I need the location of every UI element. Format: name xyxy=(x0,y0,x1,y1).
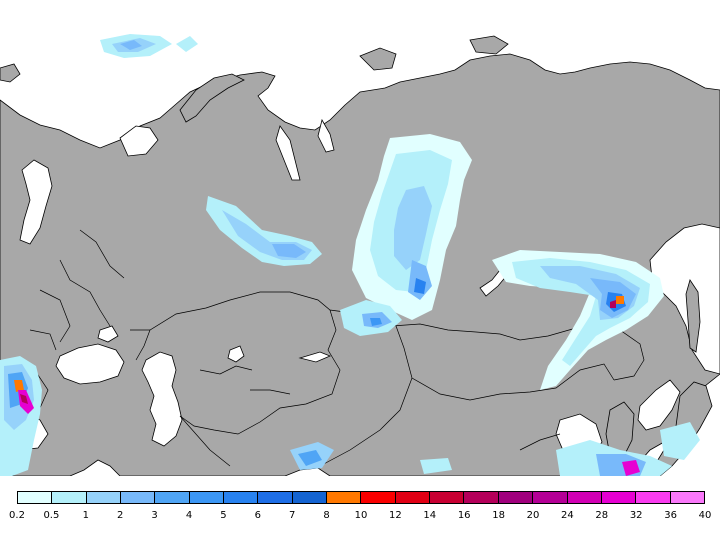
legend-label: 0.5 xyxy=(43,510,60,521)
legend-label: 36 xyxy=(664,510,677,521)
legend-swatch xyxy=(430,492,465,503)
legend-swatch xyxy=(258,492,293,503)
legend-label: 40 xyxy=(698,510,712,521)
legend-label: 6 xyxy=(254,510,261,521)
legend-swatch xyxy=(361,492,396,503)
sea-of-japan xyxy=(637,379,681,431)
novaya-zemlya xyxy=(179,73,245,123)
precipitation-map xyxy=(0,30,720,476)
legend-label: 4 xyxy=(185,510,193,521)
legend-swatch xyxy=(224,492,259,503)
legend-swatch xyxy=(601,492,637,503)
legend-label: 2 xyxy=(117,510,124,521)
legend-swatch xyxy=(498,492,534,503)
legend-label: 14 xyxy=(423,510,437,521)
lake-balkhash xyxy=(298,351,332,363)
legend-swatch xyxy=(327,492,362,503)
legend-label: 18 xyxy=(492,510,505,521)
legend-label: 3 xyxy=(151,510,158,521)
svalbard xyxy=(0,63,21,83)
legend-label: 1 xyxy=(82,510,89,521)
legend-swatch xyxy=(464,492,499,503)
korea-peninsula xyxy=(605,401,635,461)
precipitation-areas xyxy=(0,34,700,476)
legend-swatch xyxy=(670,492,704,503)
legend-label: 20 xyxy=(526,510,540,521)
legend-label: 8 xyxy=(323,510,330,521)
legend-label: 0.2 xyxy=(9,510,25,521)
legend-swatch xyxy=(155,492,190,503)
legend-swatch xyxy=(52,492,87,503)
aral-sea xyxy=(227,345,245,363)
legend-swatch xyxy=(189,492,225,503)
legend-label: 10 xyxy=(354,510,368,521)
legend-swatch xyxy=(395,492,431,503)
legend-label: 32 xyxy=(629,510,643,521)
legend-swatch xyxy=(292,492,328,503)
yenisei-gulf xyxy=(317,118,335,153)
legend-label: 16 xyxy=(457,510,471,521)
severnaya-zemlya xyxy=(359,47,397,71)
legend-swatch xyxy=(86,492,122,503)
baltic-sea xyxy=(19,159,53,245)
ob-gulf xyxy=(275,125,301,181)
legend-swatch xyxy=(567,492,602,503)
caspian-sea xyxy=(141,351,183,447)
precipitation-legend: 0.2 0.5 1 2 3 4 5 6 7 8 10 12 14 16 18 20 24 28 32 36 40 xyxy=(0,486,720,526)
legend-label: 24 xyxy=(561,510,574,521)
legend-label: 12 xyxy=(389,510,402,521)
legend-swatch xyxy=(533,492,568,503)
white-sea xyxy=(119,125,159,157)
legend-label: 7 xyxy=(289,510,296,521)
legend-swatch xyxy=(121,492,156,503)
legend-label: 28 xyxy=(595,510,609,521)
sakhalin xyxy=(685,279,701,353)
legend-color-bar xyxy=(17,491,705,504)
sea-of-azov xyxy=(97,325,119,343)
black-sea xyxy=(55,343,125,385)
legend-swatch xyxy=(18,492,53,503)
legend-label: 5 xyxy=(220,510,227,521)
new-siberian-islands xyxy=(469,35,509,55)
legend-swatch xyxy=(636,492,671,503)
